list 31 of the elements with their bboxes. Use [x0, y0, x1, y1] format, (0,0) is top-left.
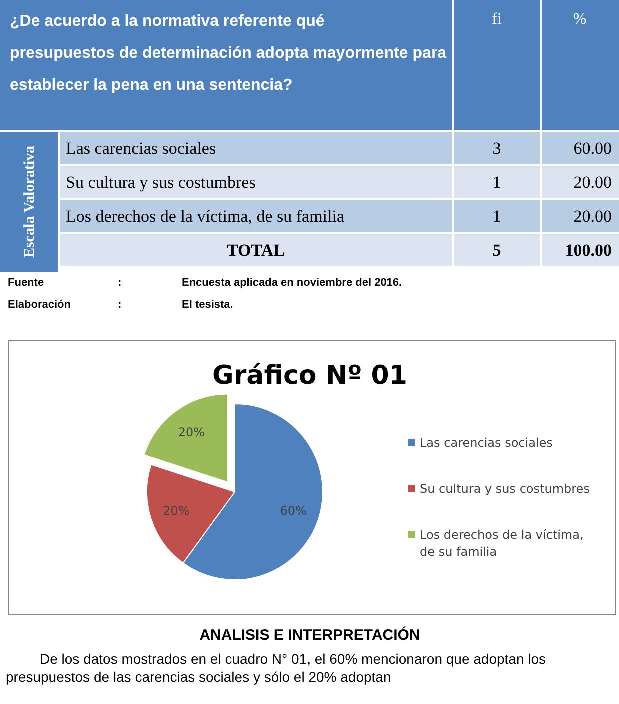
text: %: [573, 11, 587, 28]
text: Escala Valorativa: [22, 145, 38, 258]
legend-label: Los derechos de la víctima, de su familia: [420, 528, 584, 559]
text: fi: [492, 11, 502, 28]
text: Fuente: [8, 277, 44, 289]
text: :: [118, 277, 122, 289]
text: ANALISIS E INTERPRETACIÓN: [200, 626, 420, 644]
legend-label: Las carencias sociales: [420, 436, 553, 450]
text: 60.00: [574, 139, 612, 158]
text: De los datos mostrados en el cuadro N° 01, el 60% mencionaron que adoptan los presupuestos de las carencias sociales y sólo el 20% adoptan: [6, 651, 546, 685]
text: Su cultura y sus costumbres: [66, 173, 256, 192]
text: Encuesta aplicada en noviembre del 2016.: [182, 277, 402, 289]
text: Los derechos de la víctima, de su familia: [66, 207, 345, 226]
data-label: 20%: [178, 425, 206, 440]
data-label: 20%: [163, 504, 190, 518]
text: Elaboración: [8, 299, 72, 311]
chart-title: Gráfico Nº 01: [212, 361, 408, 391]
text: 20.00: [574, 173, 612, 192]
text: 1: [492, 173, 502, 192]
text: :: [118, 299, 122, 311]
text: 20.00: [574, 207, 612, 226]
legend-label: Su cultura y sus costumbres: [420, 482, 590, 496]
data-label: 60%: [280, 504, 307, 518]
text: TOTAL: [227, 241, 285, 260]
text: ¿De acuerdo a la normativa referente qué presupuestos de determinación adopta mayormente para establecer la pena en una sentencia?: [10, 13, 447, 94]
text: 1: [492, 207, 502, 226]
text: 100.00: [565, 241, 612, 260]
text: 5: [492, 241, 502, 260]
text: El tesista.: [182, 299, 234, 311]
text: Las carencias sociales: [66, 139, 216, 158]
text: 3: [492, 139, 502, 158]
